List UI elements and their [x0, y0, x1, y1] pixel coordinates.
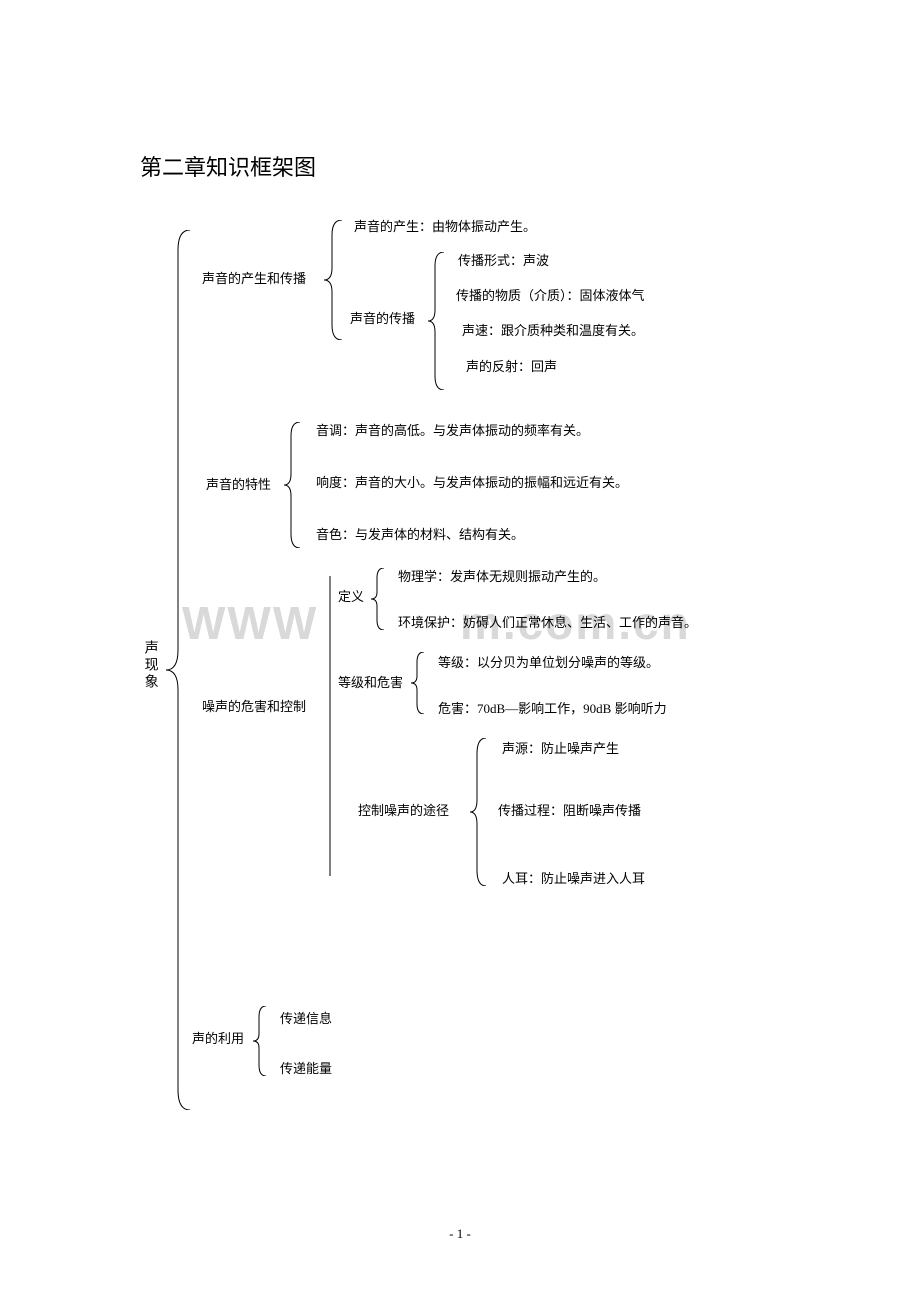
root-label: 声现象 — [140, 640, 160, 691]
root-brace — [160, 230, 200, 1110]
branch1-label: 声音的产生和传播 — [202, 270, 306, 288]
b3-s2-label: 等级和危害 — [338, 674, 403, 692]
b1-item2-label: 声音的传播 — [350, 310, 415, 328]
b3-s3-1: 声源：防止噪声产生 — [502, 740, 619, 758]
diagram-area: 声现象 声音的产生和传播 声音的产生：由物体振动产生。 声音的传播 传播形式：声… — [140, 210, 810, 1110]
b3-s3-brace — [466, 738, 492, 886]
b2-i3: 音色：与发声体的材料、结构有关。 — [316, 526, 524, 544]
b2-i1: 音调：声音的高低。与发声体振动的频率有关。 — [316, 422, 589, 440]
b3-s2-2: 危害：70dB—影响工作，90dB 影响听力 — [438, 700, 667, 718]
b4-i1: 传递信息 — [280, 1010, 332, 1028]
b1-item1: 声音的产生：由物体振动产生。 — [354, 218, 536, 236]
b3-s1-1: 物理学：发声体无规则振动产生的。 — [398, 568, 606, 586]
b4-i2: 传递能量 — [280, 1060, 332, 1078]
b3-s3-label: 控制噪声的途径 — [358, 802, 449, 820]
b1-sub-brace — [424, 252, 450, 390]
branch2-brace — [280, 422, 306, 548]
b1-i2-1: 传播形式：声波 — [458, 252, 549, 270]
b3-s1-brace — [368, 568, 390, 630]
b3-s2-1: 等级：以分贝为单位划分噪声的等级。 — [438, 654, 659, 672]
branch4-label: 声的利用 — [192, 1030, 244, 1048]
b3-s3-3: 人耳：防止噪声进入人耳 — [502, 870, 645, 888]
branch3-connector — [320, 576, 340, 876]
b1-i2-4: 声的反射：回声 — [466, 358, 557, 376]
branch3-label: 噪声的危害和控制 — [202, 698, 306, 716]
b2-i2: 响度：声音的大小。与发声体振动的振幅和远近有关。 — [316, 474, 628, 492]
page-number: - 1 - — [0, 1226, 920, 1242]
branch1-brace — [320, 220, 348, 340]
b1-i2-3: 声速：跟介质种类和温度有关。 — [462, 322, 644, 340]
b3-s1-label: 定义 — [338, 588, 364, 606]
branch4-brace — [250, 1006, 272, 1076]
branch2-label: 声音的特性 — [206, 476, 271, 494]
b3-s2-brace — [408, 652, 430, 714]
b3-s1-2: 环境保护：妨碍人们正常休息、生活、工作的声音。 — [398, 614, 697, 632]
page-title: 第二章知识框架图 — [140, 150, 810, 182]
b3-s3-2: 传播过程：阻断噪声传播 — [498, 802, 641, 820]
b1-i2-2: 传播的物质（介质）：固体液体气 — [456, 287, 645, 305]
